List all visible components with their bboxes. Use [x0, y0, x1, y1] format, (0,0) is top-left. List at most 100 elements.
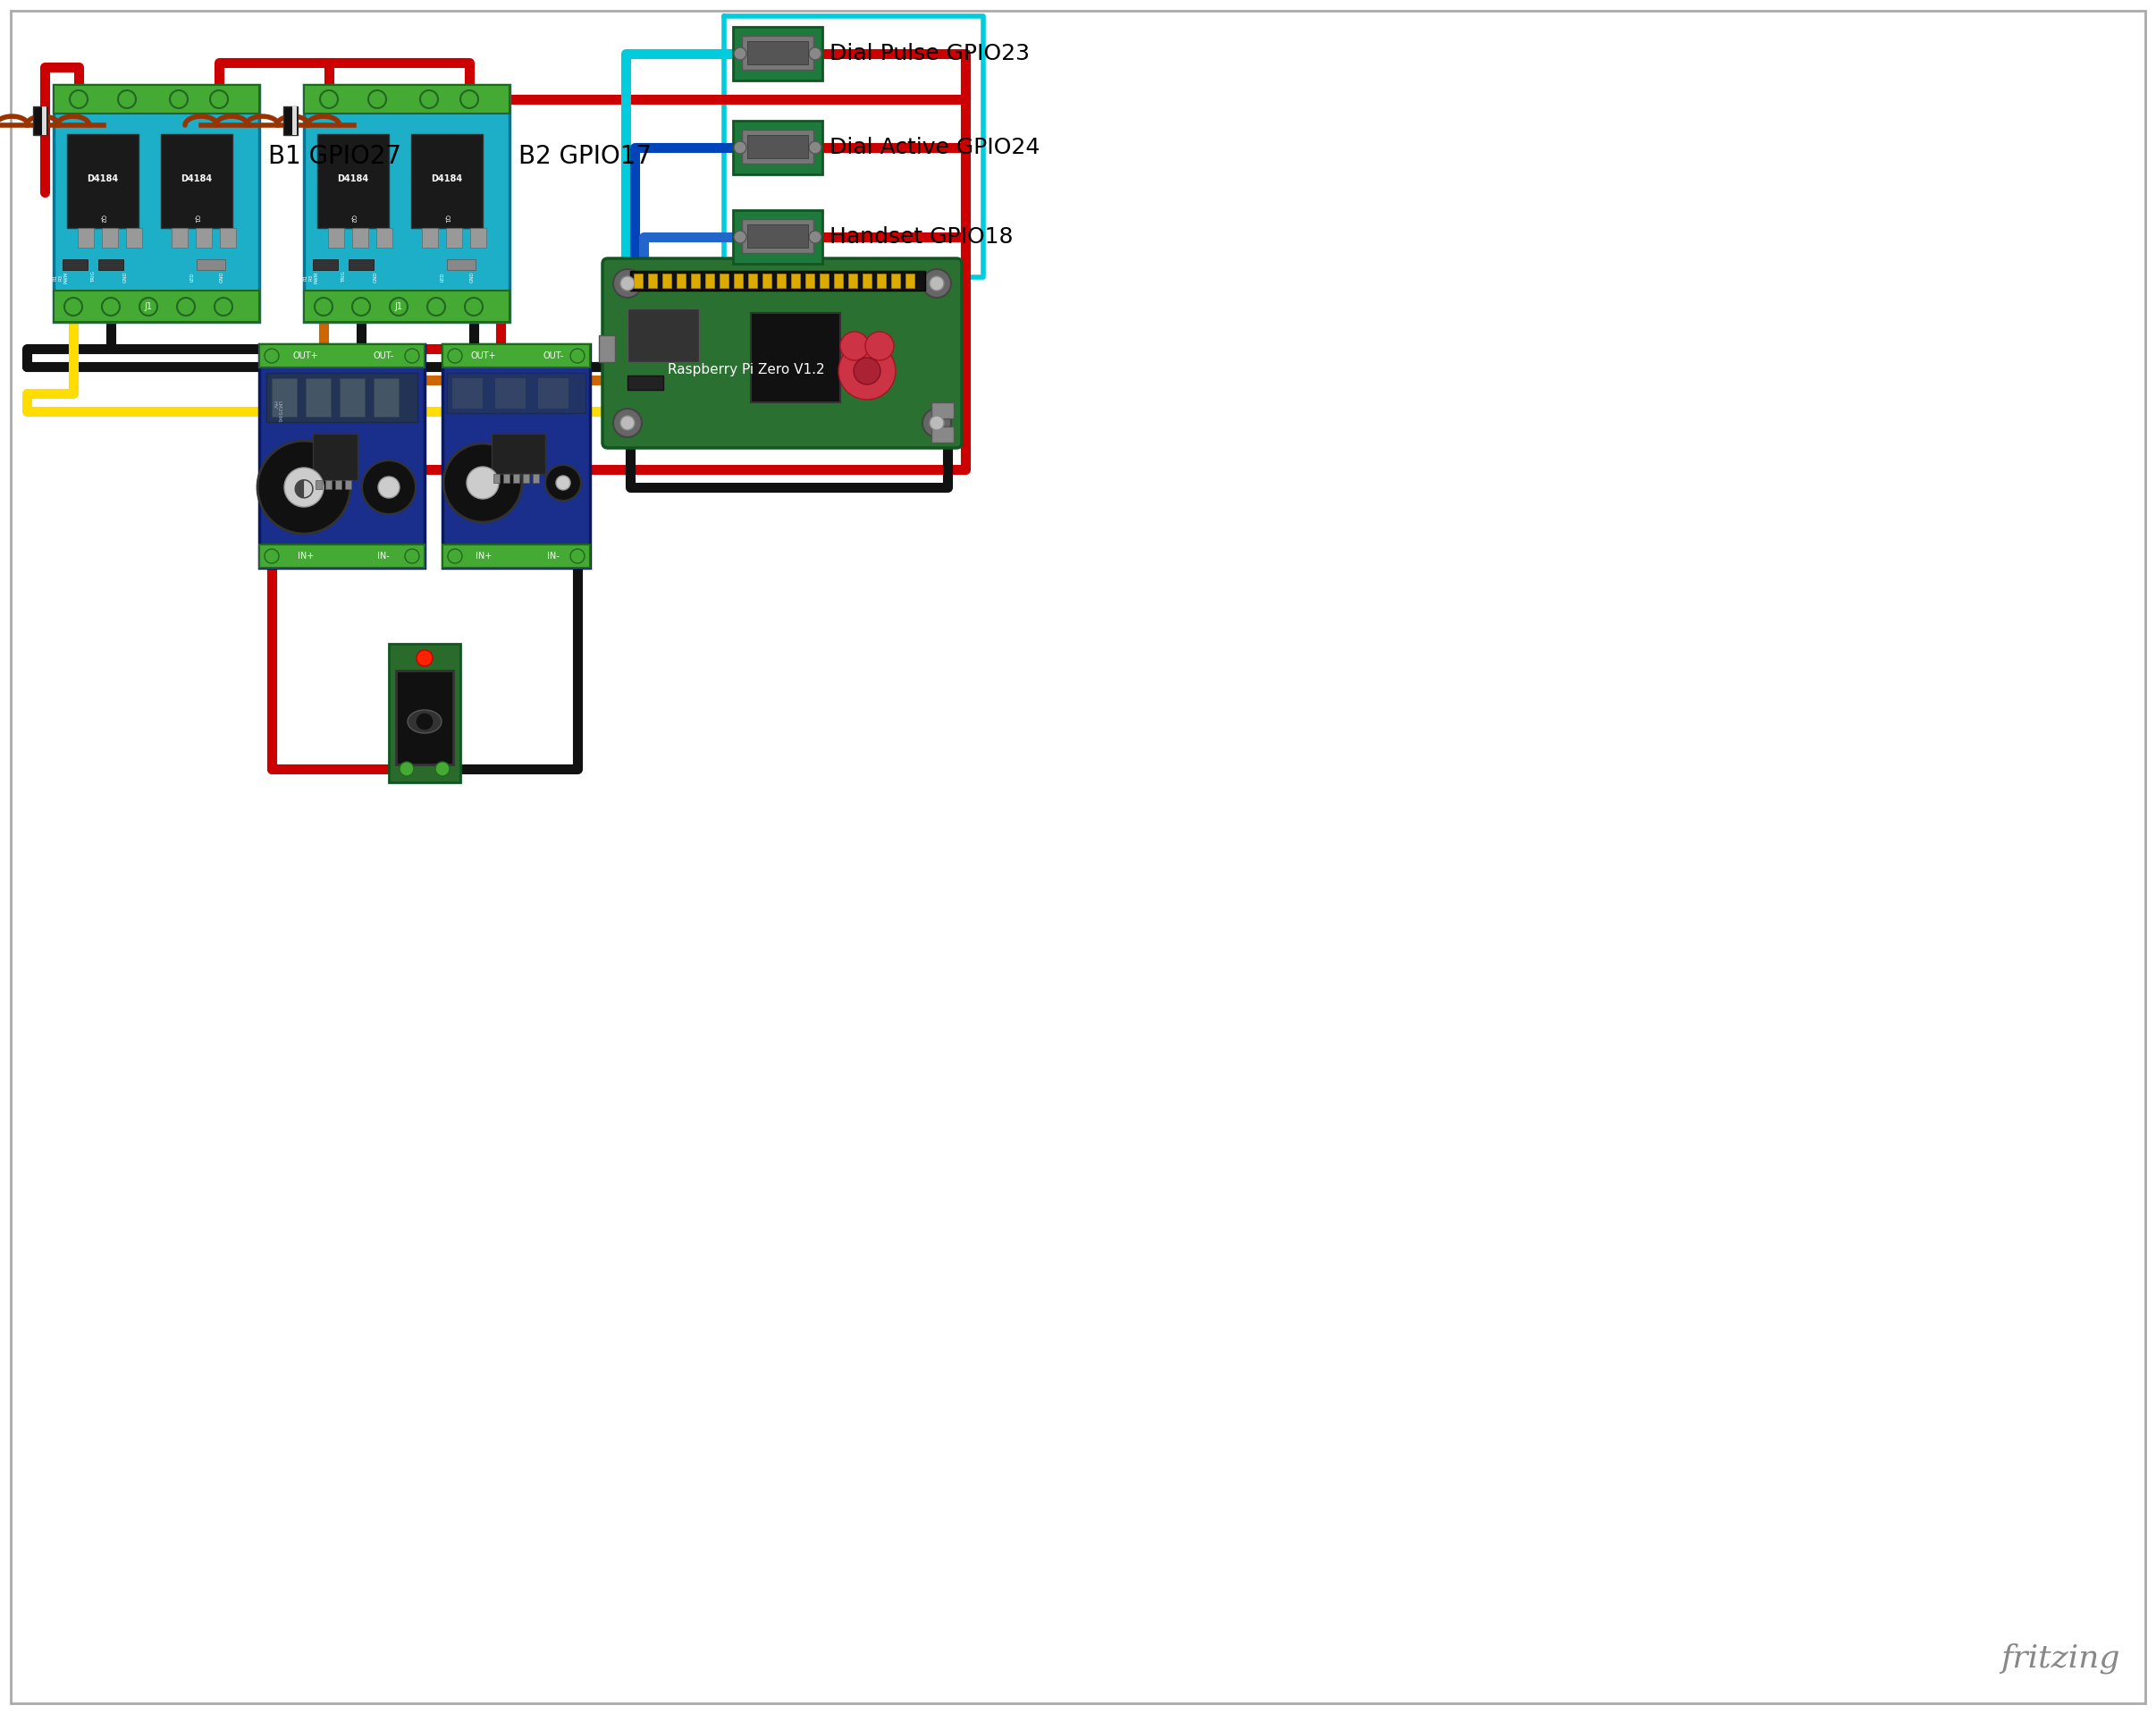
Bar [388, 644, 461, 782]
Bar [649, 274, 658, 288]
Circle shape [177, 298, 194, 315]
Circle shape [265, 548, 278, 564]
Bar [313, 434, 358, 480]
Bar [442, 545, 591, 567]
Circle shape [621, 417, 634, 430]
Bar [304, 86, 509, 113]
Bar [377, 228, 392, 247]
Bar [906, 274, 914, 288]
Bar [524, 473, 528, 483]
Bar [326, 480, 332, 488]
Bar [862, 274, 871, 288]
Text: Q1: Q1 [194, 214, 198, 223]
Bar [733, 120, 821, 175]
Bar [41, 106, 47, 135]
Bar [733, 27, 821, 81]
Circle shape [556, 476, 571, 490]
Bar [705, 274, 714, 288]
Circle shape [841, 333, 869, 360]
Text: OUT+: OUT+ [293, 351, 319, 360]
Bar [351, 228, 369, 247]
Bar [125, 228, 142, 247]
FancyBboxPatch shape [602, 259, 962, 447]
Bar [791, 274, 800, 288]
Bar [196, 259, 224, 271]
Text: D4184: D4184 [86, 175, 119, 183]
Circle shape [170, 91, 188, 108]
Bar [742, 130, 813, 163]
Bar [748, 225, 808, 247]
Bar [99, 259, 123, 271]
Text: OUT-: OUT- [373, 351, 395, 360]
Bar [677, 274, 686, 288]
Circle shape [929, 417, 944, 430]
Circle shape [285, 468, 323, 507]
Circle shape [265, 348, 278, 363]
Circle shape [571, 548, 584, 564]
Circle shape [923, 408, 951, 437]
Circle shape [436, 761, 451, 776]
Circle shape [854, 358, 880, 384]
Circle shape [448, 548, 461, 564]
Circle shape [733, 141, 746, 154]
Circle shape [808, 48, 821, 60]
Text: IN-: IN- [377, 552, 390, 560]
Circle shape [461, 91, 479, 108]
Bar [446, 228, 461, 247]
Circle shape [119, 91, 136, 108]
Circle shape [416, 713, 433, 730]
Circle shape [733, 48, 746, 60]
Text: Handset GPIO18: Handset GPIO18 [830, 226, 1013, 247]
Text: OUT+: OUT+ [470, 351, 496, 360]
Bar [513, 473, 520, 483]
Text: IN+: IN+ [298, 552, 313, 560]
Bar [630, 271, 925, 291]
Text: GND: GND [373, 271, 377, 283]
Bar [282, 106, 298, 135]
Bar [293, 106, 298, 135]
Circle shape [448, 348, 461, 363]
Circle shape [315, 298, 332, 315]
Bar [259, 345, 425, 367]
Circle shape [101, 298, 121, 315]
Text: R1
R3
PWM: R1 R3 PWM [54, 271, 69, 283]
Circle shape [808, 231, 821, 243]
Bar [931, 427, 953, 442]
Bar [446, 374, 586, 413]
Bar [599, 336, 614, 362]
Circle shape [865, 333, 895, 360]
Bar [259, 345, 425, 567]
Circle shape [929, 276, 944, 291]
Circle shape [621, 276, 634, 291]
Text: J1: J1 [395, 302, 403, 312]
Text: GND: GND [123, 271, 127, 283]
Bar [63, 259, 88, 271]
Text: GND: GND [470, 271, 474, 283]
Circle shape [427, 298, 444, 315]
Text: Q2: Q2 [351, 214, 356, 223]
Bar [54, 86, 259, 113]
Bar [627, 309, 699, 362]
Bar [412, 134, 483, 228]
Text: GND: GND [220, 271, 224, 283]
Text: Raspberry Pi Zero V1.2: Raspberry Pi Zero V1.2 [668, 363, 826, 375]
Text: Q2: Q2 [99, 214, 106, 223]
Bar [442, 345, 591, 367]
Text: Dial Active GPIO24: Dial Active GPIO24 [830, 137, 1039, 158]
Bar [494, 377, 526, 408]
Circle shape [390, 298, 407, 315]
Bar [304, 86, 509, 322]
Bar [733, 211, 821, 264]
Bar [220, 228, 235, 247]
Circle shape [351, 298, 371, 315]
Circle shape [571, 348, 584, 363]
Bar [494, 473, 500, 483]
Bar [304, 291, 509, 322]
Bar [345, 480, 351, 488]
Circle shape [69, 91, 88, 108]
Circle shape [416, 650, 433, 667]
Bar [806, 274, 815, 288]
Text: Dial Pulse GPIO23: Dial Pulse GPIO23 [830, 43, 1031, 65]
Bar [172, 228, 188, 247]
Bar [267, 374, 418, 422]
